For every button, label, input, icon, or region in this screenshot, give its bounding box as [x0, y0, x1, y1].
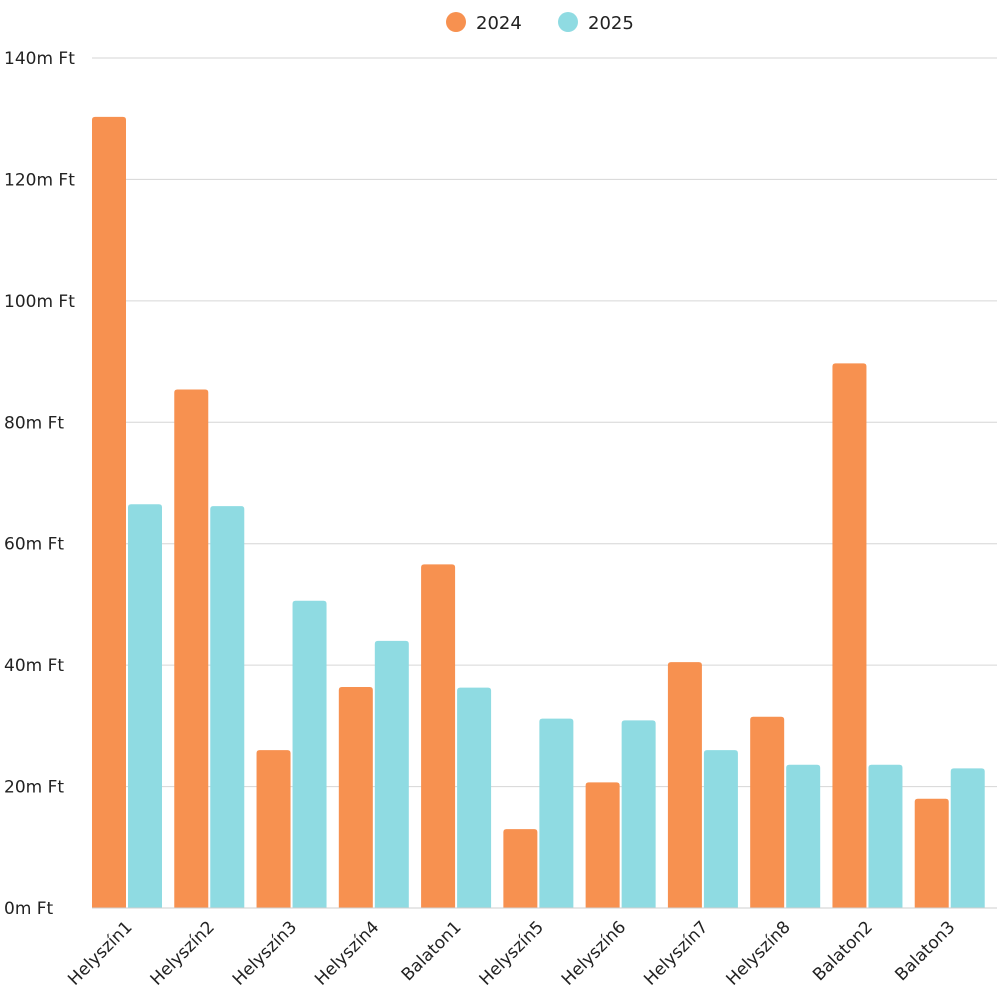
x-tick-label: Balaton1: [398, 917, 466, 985]
bar-2025-Balaton2[interactable]: [868, 764, 903, 908]
x-tick-label: Balaton3: [891, 917, 959, 985]
bar-2025-Helyszín8[interactable]: [786, 764, 821, 908]
y-tick-label: 80m Ft: [4, 413, 64, 433]
bar-2024-Helyszín7[interactable]: [667, 662, 702, 908]
x-tick-label: Helyszín3: [229, 917, 301, 989]
x-tick-label: Helyszín1: [64, 917, 136, 989]
bar-2024-Balaton2[interactable]: [832, 363, 867, 909]
bar-2025-Helyszín7[interactable]: [703, 750, 738, 908]
y-tick-label: 40m Ft: [4, 656, 64, 676]
x-tick-label: Balaton2: [809, 917, 877, 985]
bar-2024-Balaton1[interactable]: [421, 564, 456, 908]
legend-marker-2024[interactable]: [446, 12, 466, 32]
x-tick-label: Helyszín7: [640, 917, 712, 989]
bar-2025-Helyszín5[interactable]: [539, 718, 574, 908]
x-tick-label: Helyszín5: [476, 917, 548, 989]
bar-2025-Helyszín4[interactable]: [374, 640, 409, 908]
y-tick-label: 20m Ft: [4, 778, 64, 798]
legend-marker-2025[interactable]: [558, 12, 578, 32]
bar-2024-Helyszín3[interactable]: [256, 750, 291, 908]
bar-2024-Helyszín2[interactable]: [174, 389, 209, 909]
bar-2024-Helyszín8[interactable]: [750, 716, 785, 908]
bar-2025-Helyszín1[interactable]: [128, 504, 162, 908]
bar-2024-Helyszín1[interactable]: [92, 116, 126, 908]
y-axis-ticks: 0m Ft 20m Ft 40m Ft 60m Ft 80m Ft 100m Ft 120m…: [4, 49, 75, 919]
bar-2025-Helyszín2[interactable]: [210, 506, 245, 908]
x-tick-label: Helyszín4: [311, 917, 383, 989]
bar-2025-Balaton3[interactable]: [950, 768, 985, 908]
x-axis-ticks: Helyszín1 Helyszín2 Helyszín3 Helyszín4 Bala…: [64, 917, 959, 989]
bar-2025-Balaton1[interactable]: [457, 687, 492, 908]
bar-2024-Helyszín6[interactable]: [585, 782, 620, 908]
x-tick-label: Helyszín2: [147, 917, 219, 989]
bar-2025-Helyszín3[interactable]: [292, 600, 327, 908]
y-tick-label: 0m Ft: [4, 899, 54, 919]
x-tick-label: Helyszín6: [558, 917, 630, 989]
y-tick-label: 60m Ft: [4, 535, 64, 555]
bars: [92, 116, 985, 909]
x-tick-label: Helyszín8: [723, 917, 795, 989]
y-tick-label: 140m Ft: [4, 49, 75, 69]
bar-2024-Helyszín4[interactable]: [338, 687, 373, 908]
y-tick-label: 120m Ft: [4, 170, 75, 190]
bar-2025-Helyszín6[interactable]: [621, 720, 656, 908]
legend: 2024 2025: [446, 12, 634, 34]
bar-2024-Helyszín5[interactable]: [503, 829, 538, 908]
legend-label-2025[interactable]: 2025: [588, 13, 634, 34]
legend-label-2024[interactable]: 2024: [476, 13, 522, 34]
y-tick-label: 100m Ft: [4, 292, 75, 312]
bar-2024-Balaton3[interactable]: [914, 798, 949, 908]
